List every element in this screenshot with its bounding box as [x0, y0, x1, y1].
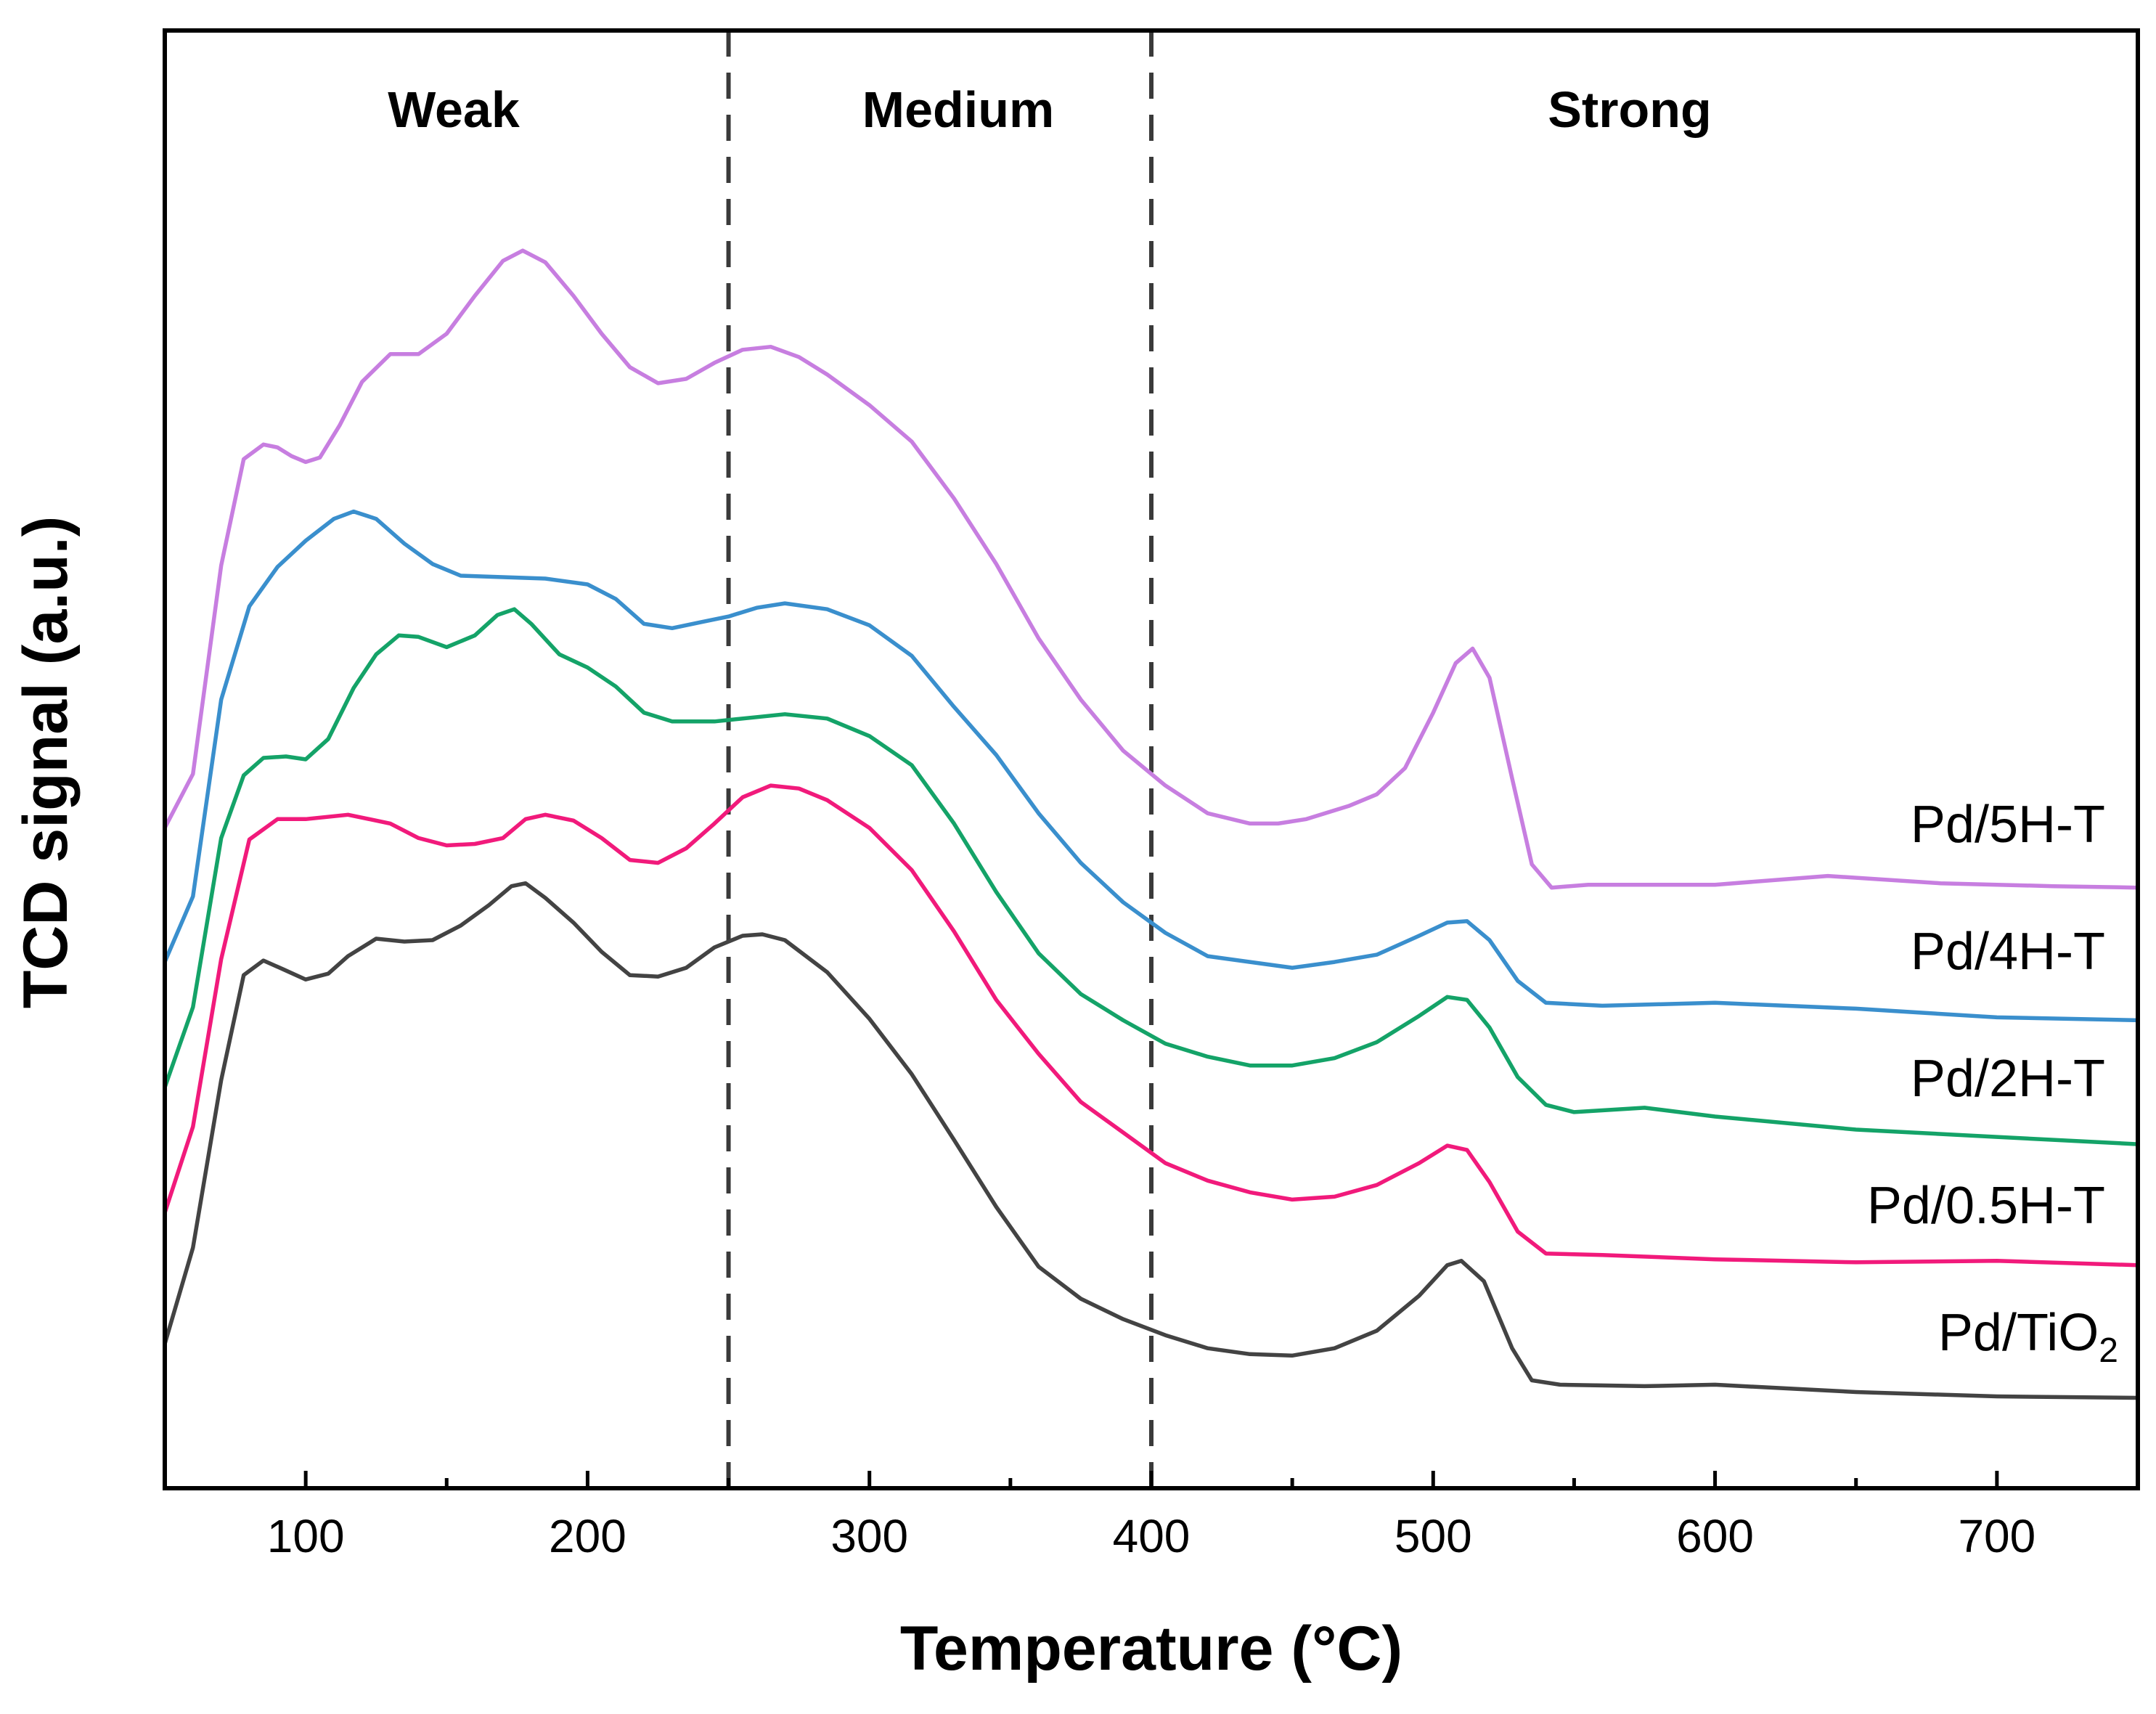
- x-tick-label-100: 100: [267, 1510, 345, 1562]
- x-tick-label-700: 700: [1958, 1510, 2035, 1562]
- region-label-medium: Medium: [862, 81, 1054, 138]
- series-line-3: [163, 783, 2139, 1268]
- x-tick-label-600: 600: [1676, 1510, 1754, 1562]
- series-label-pd-0.5h-t: Pd/0.5H-T: [1867, 1177, 2105, 1235]
- series-label-pd-4h-t: Pd/4H-T: [1911, 923, 2105, 981]
- series-label-pd-2h-t: Pd/2H-T: [1911, 1050, 2105, 1108]
- series-layer: [163, 248, 2139, 1400]
- series-line-1: [163, 509, 2139, 1023]
- x-tick-label-200: 200: [549, 1510, 626, 1562]
- x-tick-label-500: 500: [1395, 1510, 1472, 1562]
- series-line-0: [163, 248, 2139, 890]
- series-label-pd-5h-t: Pd/5H-T: [1911, 796, 2105, 854]
- region-label-weak: Weak: [388, 81, 520, 138]
- series-label-pd-tio2: Pd/TiO2: [1938, 1304, 2118, 1370]
- divider-layer: [726, 30, 1153, 1488]
- x-tick-label-300: 300: [830, 1510, 908, 1562]
- x-axis-title: Temperature (°C): [900, 1614, 1402, 1684]
- x-tick-label-400: 400: [1113, 1510, 1191, 1562]
- y-axis-title: TCD signal (a.u.): [11, 516, 81, 1008]
- series-line-2: [163, 607, 2139, 1146]
- region-label-strong: Strong: [1548, 81, 1712, 138]
- series-line-4: [163, 881, 2139, 1400]
- x-axis-ticks: 100 200 300 400 500 600 700: [267, 1471, 2035, 1562]
